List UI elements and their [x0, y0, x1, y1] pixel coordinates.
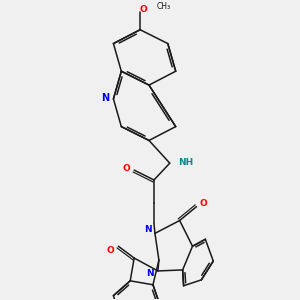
Text: N: N [146, 269, 154, 278]
Text: O: O [122, 164, 130, 172]
Text: O: O [106, 246, 114, 255]
Text: N: N [101, 93, 110, 103]
Text: O: O [139, 5, 147, 14]
Text: O: O [200, 199, 207, 208]
Text: CH₃: CH₃ [157, 2, 171, 11]
Text: N: N [144, 225, 152, 234]
Text: NH: NH [178, 158, 193, 167]
